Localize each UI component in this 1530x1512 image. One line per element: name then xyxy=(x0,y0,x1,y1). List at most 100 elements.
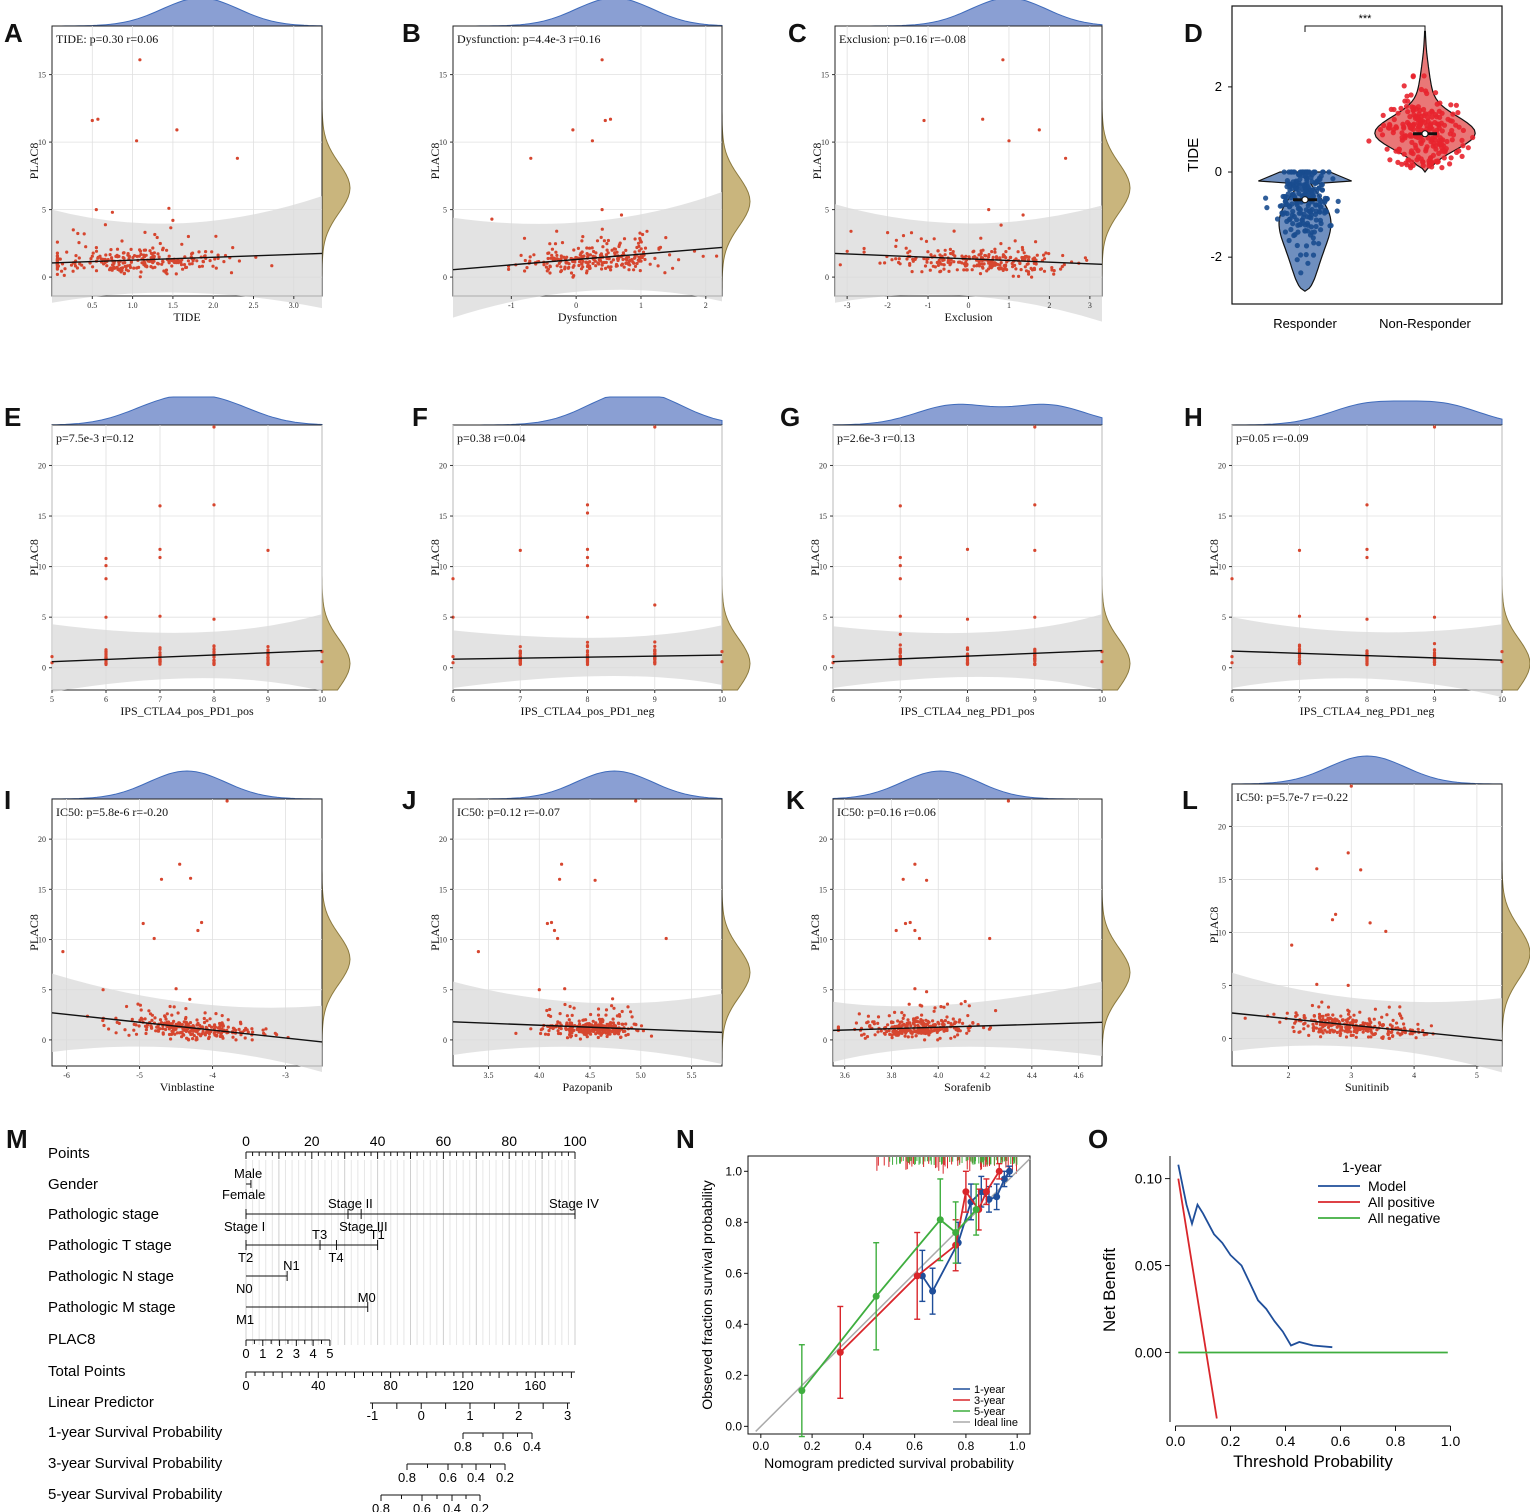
data-point-C xyxy=(1011,274,1015,278)
data-point-K xyxy=(894,928,898,933)
points-tick-label: 0 xyxy=(242,1133,250,1149)
data-point-L xyxy=(1369,1035,1373,1039)
data-point-E xyxy=(212,650,216,655)
data-point-K xyxy=(913,1019,917,1023)
survival-label-surv5: 0.2 xyxy=(471,1501,489,1512)
data-point-C xyxy=(1035,253,1039,257)
data-point-I xyxy=(173,1032,177,1036)
y-axis-label-E: PLAC8 xyxy=(27,539,41,576)
data-point-C xyxy=(949,251,953,256)
y-tick-label-O: 0.05 xyxy=(1135,1258,1162,1274)
data-point-J xyxy=(581,1018,585,1022)
stat-annotation-G: p=2.6e-3 r=0.13 xyxy=(837,431,915,445)
scatter-panel-L: 2 3 4 5 0 5 10 15 20 Sunitinib PLAC8 IC50: p=5.7e-7… xyxy=(1207,755,1530,1094)
violin-point-1 xyxy=(1447,131,1453,137)
data-point-E xyxy=(104,661,108,666)
data-point-I xyxy=(205,1019,209,1023)
y-axis-label-A: PLAC8 xyxy=(27,143,41,180)
data-point-E xyxy=(158,647,162,652)
y-tick-label-G: 5 xyxy=(823,613,827,622)
data-point-A xyxy=(181,267,185,271)
data-point-E xyxy=(104,653,108,657)
data-point-L xyxy=(1310,1003,1314,1008)
data-point-J xyxy=(596,1013,601,1017)
violin-point-1 xyxy=(1426,163,1432,169)
data-point-B xyxy=(641,250,646,254)
data-point-B xyxy=(555,253,559,257)
data-point-G xyxy=(898,643,902,647)
y-tick-label-D: 2 xyxy=(1215,79,1222,94)
data-point-C xyxy=(883,261,887,265)
data-point-K xyxy=(903,921,908,926)
data-point-E xyxy=(266,548,270,553)
data-point-A xyxy=(123,261,127,265)
data-point-B xyxy=(571,128,575,132)
data-point-B xyxy=(664,236,668,240)
nomogram-row-label: 3-year Survival Probability xyxy=(48,1455,223,1472)
data-point-F xyxy=(585,547,590,552)
data-point-B xyxy=(519,253,523,257)
data-point-J xyxy=(537,988,541,992)
y-axis-label-N: Observed fraction survival probability xyxy=(699,1180,715,1410)
data-point-H xyxy=(1365,503,1369,507)
data-point-J xyxy=(558,877,562,881)
x-axis-label-H: IPS_CTLA4_neg_PD1_neg xyxy=(1300,704,1435,718)
data-point-B xyxy=(548,242,552,246)
plac8-tick-label: 1 xyxy=(259,1346,266,1361)
points-tick-label: 20 xyxy=(304,1133,320,1149)
data-point-I xyxy=(159,1021,164,1025)
calibration-point-5-year xyxy=(952,1229,960,1237)
top-density-L xyxy=(1231,755,1503,785)
nomogram-row-label: Total Points xyxy=(48,1363,126,1380)
violin-point-0 xyxy=(1282,229,1288,235)
data-point-H xyxy=(1365,547,1369,552)
data-point-B xyxy=(577,263,581,268)
data-point-L xyxy=(1361,1030,1365,1034)
data-point-B xyxy=(595,239,600,243)
data-point-L xyxy=(1323,1028,1327,1032)
data-point-K xyxy=(873,1033,877,1037)
x-tick-label-C: 2 xyxy=(1047,301,1051,310)
data-point-L xyxy=(1391,1034,1395,1038)
data-point-E xyxy=(212,425,216,429)
data-point-J xyxy=(549,920,554,925)
violin-point-0 xyxy=(1326,169,1332,175)
violin-point-1 xyxy=(1418,86,1424,93)
nomogram-row-label: Pathologic M stage xyxy=(48,1299,176,1316)
y-tick-label-G: 15 xyxy=(819,512,827,521)
violin-point-1 xyxy=(1407,133,1413,139)
data-point-I xyxy=(203,1033,207,1037)
data-point-B xyxy=(619,213,624,217)
data-point-J xyxy=(630,1015,634,1019)
y-tick-label-C: 15 xyxy=(821,71,829,80)
data-point-A xyxy=(108,253,112,257)
x-tick-label-G: 7 xyxy=(898,695,902,704)
data-point-B xyxy=(600,208,604,212)
violin-point-0 xyxy=(1294,257,1300,263)
data-point-B xyxy=(622,237,627,241)
data-point-C xyxy=(897,257,901,261)
violin-point-1 xyxy=(1465,145,1471,151)
data-point-I xyxy=(219,1031,223,1035)
data-point-K xyxy=(965,1031,969,1035)
data-point-C xyxy=(919,237,923,241)
data-point-J xyxy=(547,1029,551,1033)
data-point-E xyxy=(104,648,108,652)
data-point-B xyxy=(581,265,585,269)
y-tick-label-H: 15 xyxy=(1218,512,1226,521)
plac8-tick-label: 0 xyxy=(242,1346,249,1361)
violin-point-0 xyxy=(1294,242,1300,249)
data-point-B xyxy=(632,256,637,260)
data-point-I xyxy=(115,1020,119,1024)
violin-point-1 xyxy=(1448,102,1454,108)
data-point-A xyxy=(132,266,136,270)
data-point-L xyxy=(1373,1007,1377,1011)
data-point-I xyxy=(167,1026,172,1030)
violin-point-0 xyxy=(1316,241,1322,247)
data-point-C xyxy=(979,251,983,255)
data-point-A xyxy=(122,271,126,275)
violin-point-0 xyxy=(1284,178,1290,184)
x-tick-label-H: 8 xyxy=(1365,695,1369,704)
data-point-A xyxy=(157,255,161,259)
data-point-A xyxy=(110,210,114,214)
